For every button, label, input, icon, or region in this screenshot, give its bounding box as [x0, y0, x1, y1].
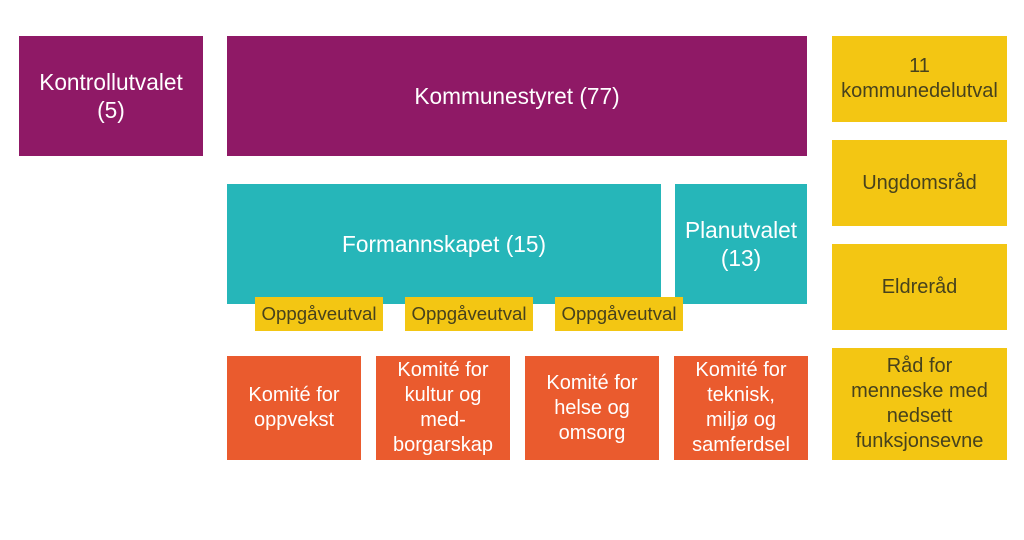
box-komite-oppvekst: Komité for oppvekst	[227, 356, 361, 460]
box-planutvalet: Planutvalet (13)	[675, 184, 807, 304]
box-formannskapet: Formannskapet (15)	[227, 184, 661, 304]
box-komite-teknisk: Komité for teknisk, miljø og samferdsel	[674, 356, 808, 460]
box-rad-funksjonsevne: Råd for menneske med nedsett funksjonsev…	[832, 348, 1007, 460]
box-kommunedelutval: 11 kommunedelutval	[832, 36, 1007, 122]
box-kontrollutvalet: Kontrollutvalet (5)	[19, 36, 203, 156]
box-ungdomsrad: Ungdomsråd	[832, 140, 1007, 226]
box-eldrerad: Eldreråd	[832, 244, 1007, 330]
box-kommunestyret: Kommunestyret (77)	[227, 36, 807, 156]
diagram-canvas: Kontrollutvalet (5) Kommunestyret (77) F…	[0, 0, 1024, 540]
box-oppgaveutval-3: Oppgåveutval	[555, 297, 683, 331]
box-oppgaveutval-1: Oppgåveutval	[255, 297, 383, 331]
box-komite-helse: Komité for helse og omsorg	[525, 356, 659, 460]
box-komite-kultur: Komité for kultur og med-borgarskap	[376, 356, 510, 460]
box-oppgaveutval-2: Oppgåveutval	[405, 297, 533, 331]
